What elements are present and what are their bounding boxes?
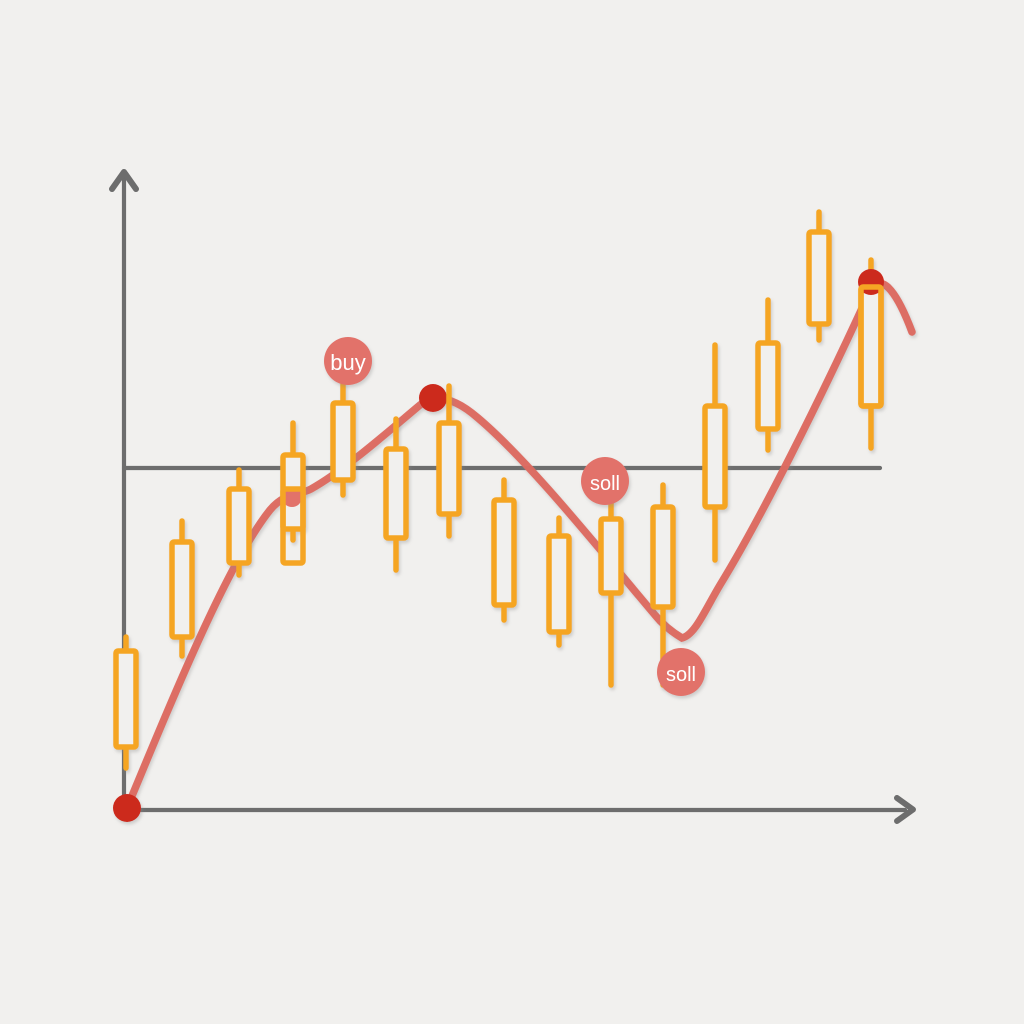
svg-text:soll: soll (666, 664, 696, 686)
svg-text:soll: soll (590, 473, 620, 495)
svg-text:buy: buy (330, 350, 365, 375)
